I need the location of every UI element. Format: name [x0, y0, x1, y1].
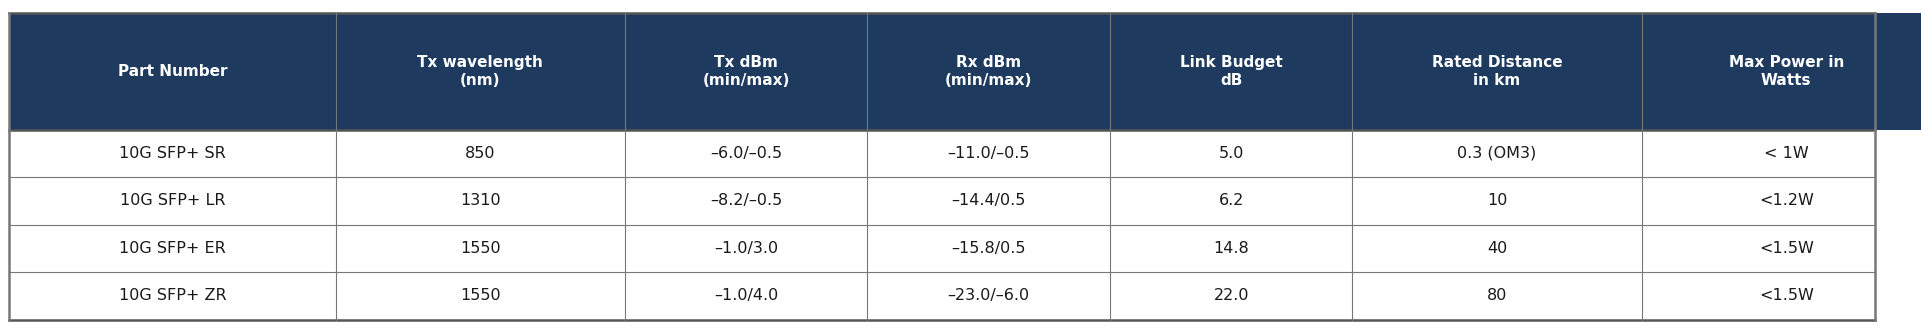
Bar — [1642, 272, 1921, 320]
Text: 1550: 1550 — [461, 288, 501, 303]
Bar — [868, 13, 1110, 130]
Text: <1.2W: <1.2W — [1760, 193, 1813, 208]
Text: 5.0: 5.0 — [1218, 146, 1245, 161]
Text: 14.8: 14.8 — [1214, 241, 1249, 256]
Text: 850: 850 — [465, 146, 496, 161]
Bar — [10, 272, 336, 320]
Bar — [1110, 13, 1352, 130]
Bar — [1642, 13, 1921, 130]
Text: –6.0/–0.5: –6.0/–0.5 — [711, 146, 782, 161]
Bar — [1110, 225, 1352, 272]
Bar — [624, 13, 868, 130]
Text: 6.2: 6.2 — [1218, 193, 1245, 208]
Bar — [1110, 130, 1352, 177]
Text: 10G SFP+ SR: 10G SFP+ SR — [119, 146, 227, 161]
Text: 80: 80 — [1487, 288, 1508, 303]
Bar — [1352, 225, 1642, 272]
Text: 1310: 1310 — [461, 193, 501, 208]
Bar — [624, 177, 868, 225]
Bar — [1110, 177, 1352, 225]
Text: –11.0/–0.5: –11.0/–0.5 — [947, 146, 1030, 161]
Text: 40: 40 — [1487, 241, 1508, 256]
Bar — [336, 130, 624, 177]
Text: Tx dBm
(min/max): Tx dBm (min/max) — [703, 55, 790, 88]
Bar — [624, 225, 868, 272]
Text: Rx dBm
(min/max): Rx dBm (min/max) — [945, 55, 1032, 88]
Bar — [1352, 272, 1642, 320]
Bar — [1352, 13, 1642, 130]
Bar — [10, 13, 336, 130]
Bar — [10, 225, 336, 272]
Bar — [1352, 130, 1642, 177]
Bar — [1110, 272, 1352, 320]
Text: Link Budget
dB: Link Budget dB — [1179, 55, 1283, 88]
Text: <1.5W: <1.5W — [1760, 241, 1813, 256]
Bar — [336, 272, 624, 320]
Text: 10G SFP+ LR: 10G SFP+ LR — [119, 193, 225, 208]
Text: 1550: 1550 — [461, 241, 501, 256]
Bar — [624, 272, 868, 320]
Text: 0.3 (OM3): 0.3 (OM3) — [1458, 146, 1537, 161]
Text: –1.0/4.0: –1.0/4.0 — [715, 288, 778, 303]
Bar — [336, 177, 624, 225]
Bar — [1642, 177, 1921, 225]
Text: –15.8/0.5: –15.8/0.5 — [951, 241, 1026, 256]
Text: 10G SFP+ ZR: 10G SFP+ ZR — [119, 288, 227, 303]
Text: < 1W: < 1W — [1763, 146, 1808, 161]
Bar — [1642, 225, 1921, 272]
Text: 22.0: 22.0 — [1214, 288, 1249, 303]
Text: –23.0/–6.0: –23.0/–6.0 — [947, 288, 1030, 303]
Text: 10: 10 — [1487, 193, 1508, 208]
Bar — [336, 13, 624, 130]
Text: Tx wavelength
(nm): Tx wavelength (nm) — [417, 55, 544, 88]
Text: <1.5W: <1.5W — [1760, 288, 1813, 303]
Text: Part Number: Part Number — [117, 64, 227, 79]
Text: Max Power in
Watts: Max Power in Watts — [1729, 55, 1844, 88]
Bar — [624, 130, 868, 177]
Bar — [868, 272, 1110, 320]
Bar — [868, 177, 1110, 225]
Text: –8.2/–0.5: –8.2/–0.5 — [711, 193, 782, 208]
Bar — [1352, 177, 1642, 225]
Bar — [868, 130, 1110, 177]
Bar — [10, 130, 336, 177]
Text: 10G SFP+ ER: 10G SFP+ ER — [119, 241, 227, 256]
Bar — [1642, 130, 1921, 177]
Bar — [10, 177, 336, 225]
Text: –14.4/0.5: –14.4/0.5 — [951, 193, 1026, 208]
Text: –1.0/3.0: –1.0/3.0 — [715, 241, 778, 256]
Bar — [868, 225, 1110, 272]
Bar — [336, 225, 624, 272]
Text: Rated Distance
in km: Rated Distance in km — [1431, 55, 1562, 88]
